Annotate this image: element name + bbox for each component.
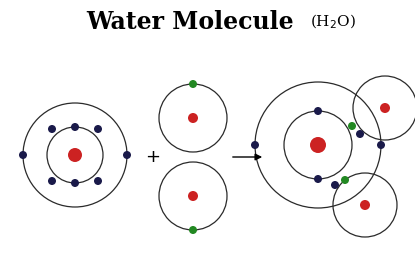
Circle shape bbox=[188, 191, 198, 201]
Text: (H$_2$O): (H$_2$O) bbox=[310, 13, 356, 31]
Circle shape bbox=[314, 175, 322, 183]
Circle shape bbox=[356, 130, 364, 138]
Circle shape bbox=[360, 200, 370, 210]
Circle shape bbox=[19, 151, 27, 159]
Circle shape bbox=[71, 123, 79, 131]
Circle shape bbox=[48, 125, 56, 133]
Circle shape bbox=[189, 226, 197, 234]
Circle shape bbox=[331, 181, 339, 189]
Circle shape bbox=[71, 179, 79, 187]
Circle shape bbox=[94, 125, 102, 133]
Circle shape bbox=[189, 80, 197, 88]
Circle shape bbox=[251, 141, 259, 149]
Circle shape bbox=[94, 177, 102, 185]
Circle shape bbox=[348, 122, 356, 130]
Text: Water Molecule: Water Molecule bbox=[86, 10, 294, 34]
Circle shape bbox=[188, 113, 198, 123]
Circle shape bbox=[341, 176, 349, 184]
Circle shape bbox=[377, 141, 385, 149]
Circle shape bbox=[380, 103, 390, 113]
Circle shape bbox=[314, 107, 322, 115]
Circle shape bbox=[123, 151, 131, 159]
Circle shape bbox=[48, 177, 56, 185]
Circle shape bbox=[68, 148, 82, 162]
Text: +: + bbox=[146, 148, 161, 166]
Circle shape bbox=[310, 137, 326, 153]
